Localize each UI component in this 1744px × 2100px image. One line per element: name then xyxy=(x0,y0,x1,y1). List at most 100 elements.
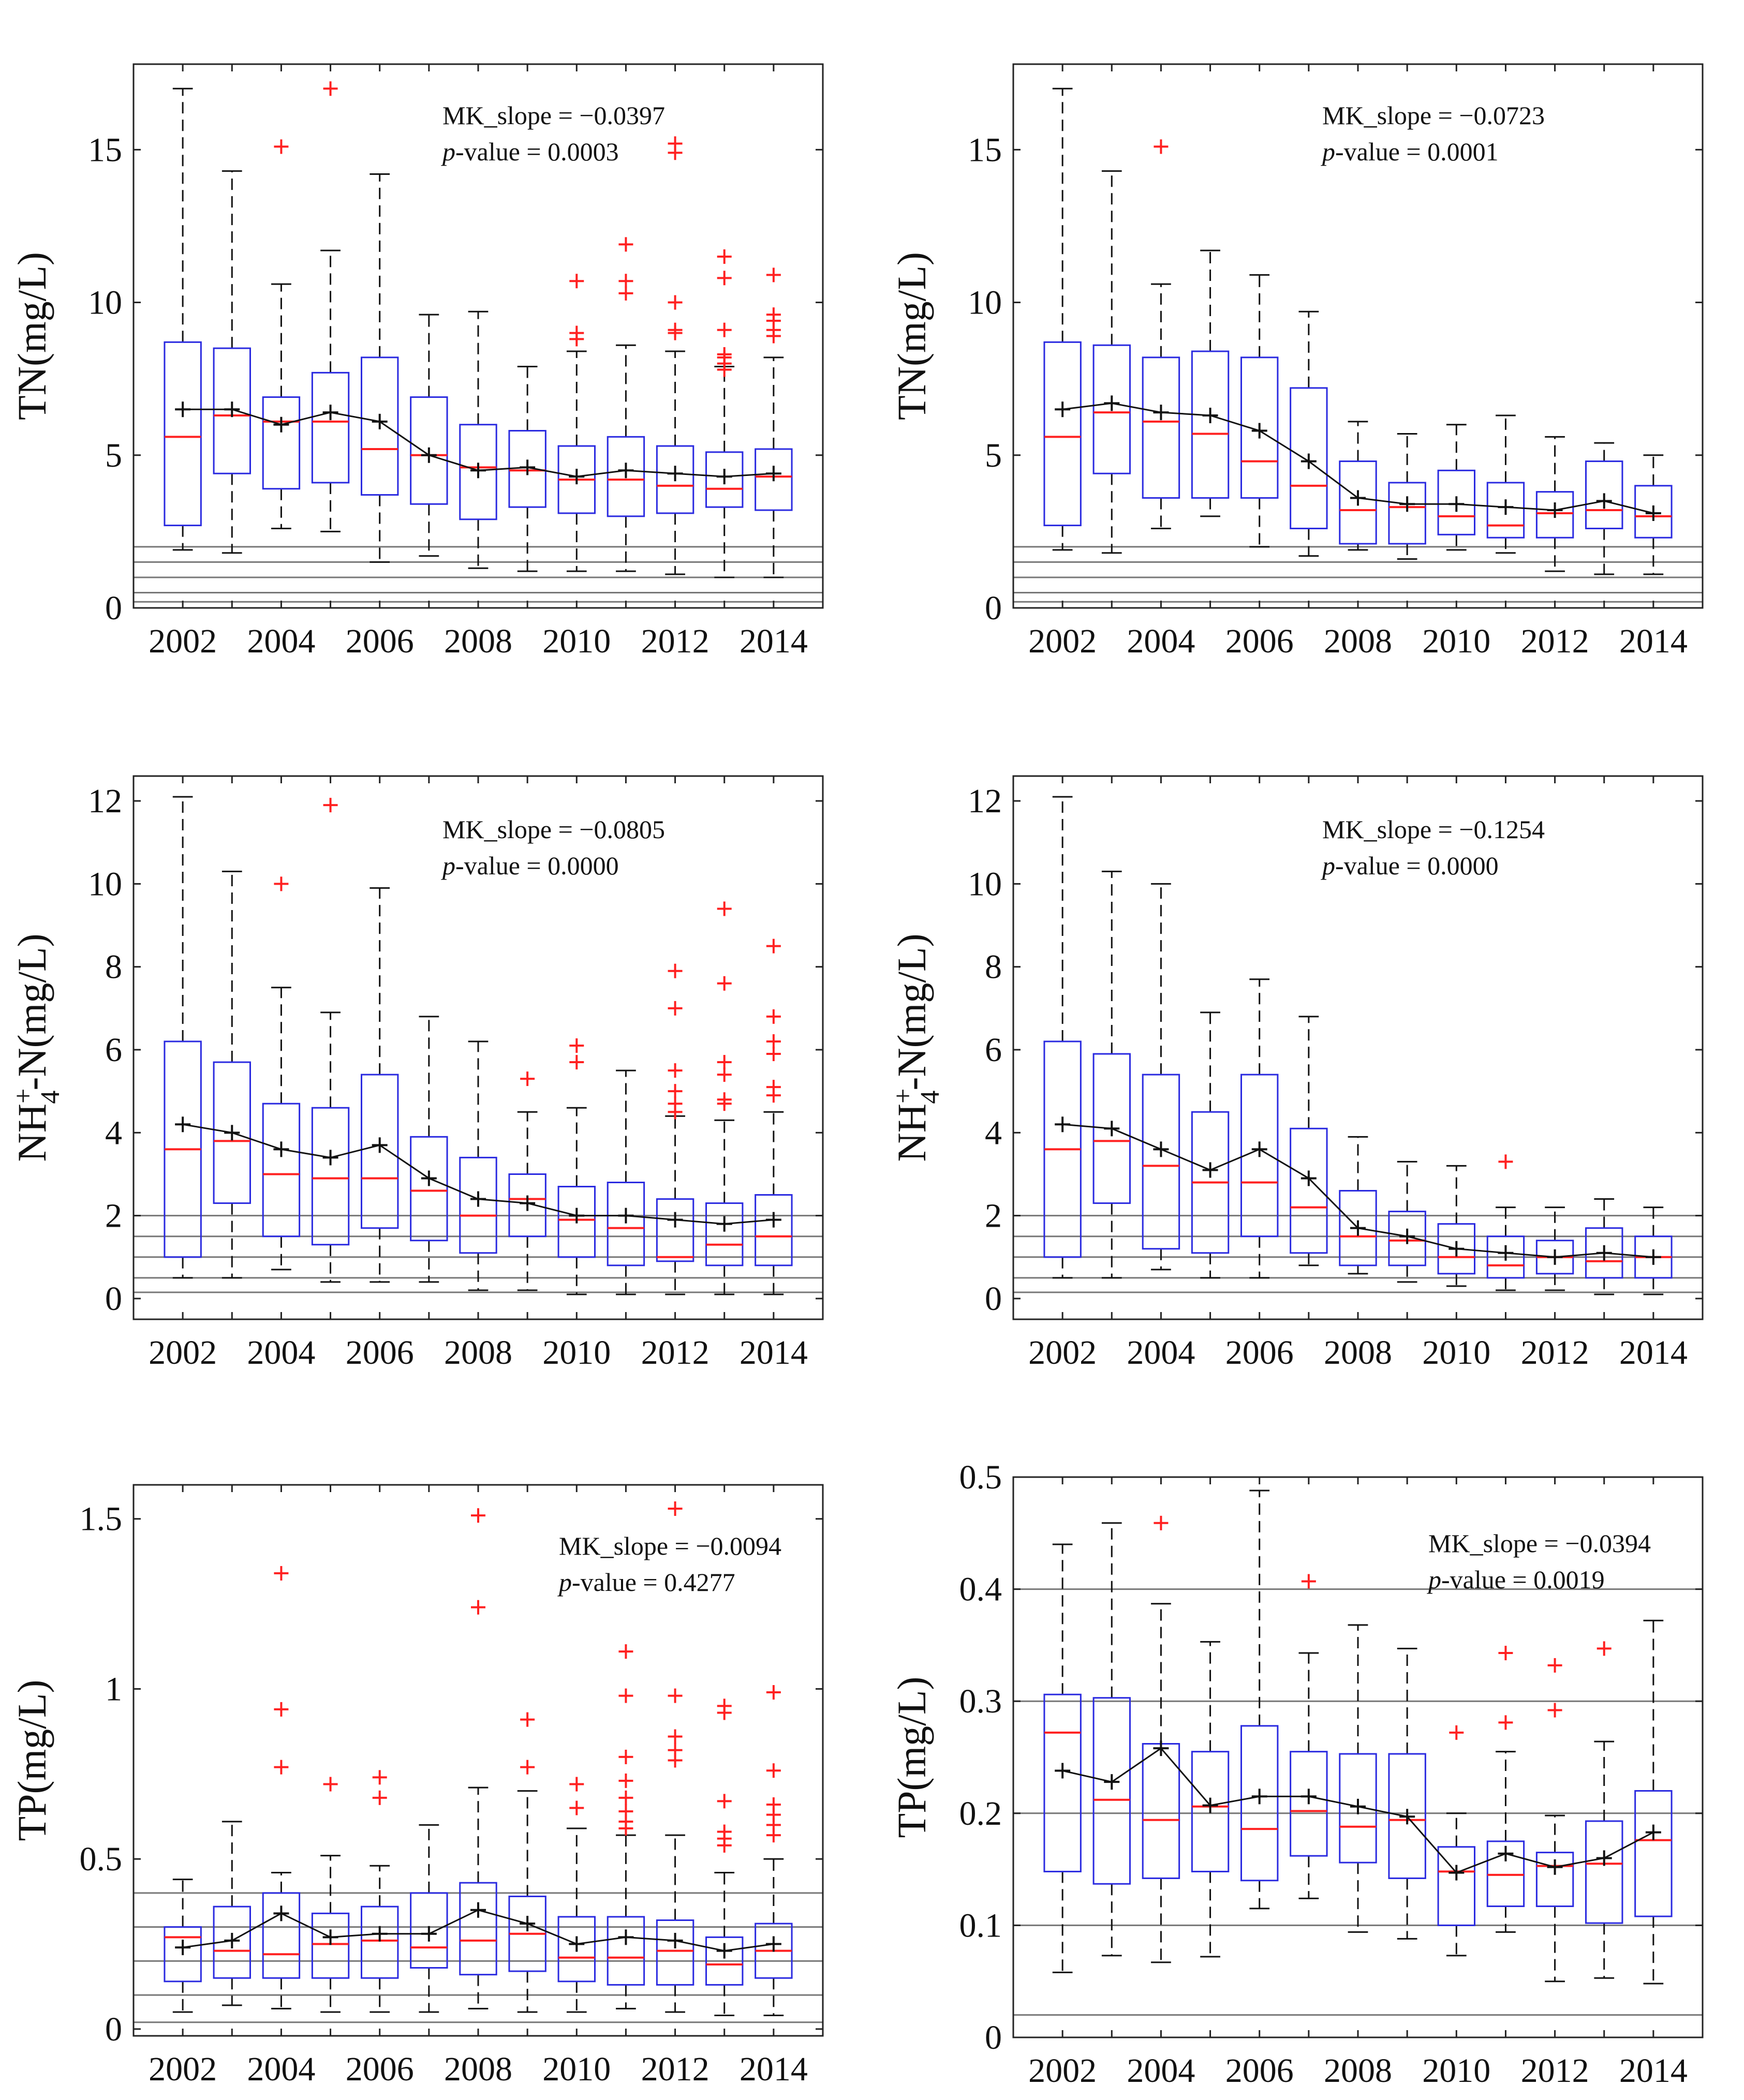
chart-panel-5: 0 0.5 1 1.5 2002 2004 2006 2008 2010 2012 2014 TP(m… xyxy=(9,1484,824,2088)
iqr-box xyxy=(410,1892,448,1969)
outlier-marker xyxy=(766,939,781,954)
y-axis-label-base: NH xyxy=(889,1104,934,1162)
outlier-marker xyxy=(323,81,338,96)
y-tick-label: 0.3 xyxy=(959,1682,1002,1720)
mean-marker xyxy=(273,1905,289,1922)
y-tick-label: 0.4 xyxy=(959,1571,1002,1608)
x-tick-label: 2008 xyxy=(444,2050,512,2088)
mk-slope-annotation: MK_slope = −0.0723 xyxy=(1322,101,1545,130)
mean-marker xyxy=(372,1926,388,1942)
iqr-box xyxy=(361,1905,399,1979)
outlier-marker xyxy=(372,1790,387,1805)
outlier-marker xyxy=(668,1001,683,1016)
x-tick-label: 2014 xyxy=(1619,2052,1688,2090)
y-tick-label: 0.2 xyxy=(959,1795,1002,1833)
x-tick-label: 2004 xyxy=(1127,2052,1195,2090)
mean-marker xyxy=(1055,1763,1071,1779)
y-tick-label: 0.1 xyxy=(959,1907,1002,1944)
mean-marker xyxy=(1153,1141,1169,1157)
iqr-box xyxy=(1092,344,1131,474)
iqr-box xyxy=(1437,1223,1475,1275)
mk-slope-value: −0.0805 xyxy=(579,815,665,844)
outlier-marker xyxy=(618,1688,633,1703)
x-tick-label: 2002 xyxy=(1028,622,1097,660)
mk-slope-annotation: MK_slope = −0.0397 xyxy=(442,101,665,130)
mk-slope-label: MK_slope = xyxy=(442,101,579,130)
box-2013 xyxy=(705,901,744,1295)
mean-marker xyxy=(716,1216,732,1232)
outlier-marker xyxy=(766,1080,781,1095)
mean-marker xyxy=(1055,401,1071,418)
outlier-marker xyxy=(717,1092,732,1107)
mean-marker xyxy=(1449,1865,1465,1881)
outlier-marker xyxy=(668,322,683,337)
mean-marker xyxy=(372,413,388,429)
mean-marker xyxy=(1498,1245,1514,1261)
y-axis-label-subscript: 4 xyxy=(36,1091,65,1104)
outlier-marker xyxy=(569,1777,584,1792)
x-tick-label: 2004 xyxy=(1127,622,1195,660)
x-tick-label: 2014 xyxy=(1619,1334,1688,1372)
mean-marker xyxy=(1350,490,1366,506)
mean-marker xyxy=(421,1926,437,1942)
outlier-marker xyxy=(274,1702,289,1717)
box-2013 xyxy=(705,249,744,578)
mean-marker xyxy=(1596,493,1612,509)
box-2006 xyxy=(1240,978,1279,1279)
outlier-marker xyxy=(1154,1515,1169,1530)
outlier-marker xyxy=(618,274,633,289)
box-2007 xyxy=(1290,1016,1328,1267)
p-value-italic-p: p xyxy=(1427,1565,1441,1594)
iqr-box xyxy=(1437,469,1475,535)
box-2004 xyxy=(1142,139,1180,529)
mean-marker xyxy=(1547,1859,1563,1875)
mean-marker xyxy=(224,1125,240,1141)
mean-marker xyxy=(470,1902,486,1918)
mk-slope-annotation: MK_slope = −0.0805 xyxy=(442,815,665,844)
mk-slope-label: MK_slope = xyxy=(1428,1529,1565,1558)
mean-marker xyxy=(520,459,536,475)
box-2002 xyxy=(164,1879,202,2013)
x-tick-label: 2010 xyxy=(1422,622,1490,660)
iqr-box xyxy=(607,1181,645,1267)
outlier-marker xyxy=(717,1699,732,1714)
y-axis-label-subscript: 4 xyxy=(915,1091,945,1104)
chart-panel-2: 0 5 10 15 2002 2004 2006 2008 2010 2012 2014 TN(mg/… xyxy=(889,63,1704,660)
box-2002 xyxy=(1043,796,1082,1279)
box-2014 xyxy=(755,1685,793,2017)
box-2003 xyxy=(213,1821,251,2006)
x-tick-label: 2002 xyxy=(149,1334,217,1372)
mean-marker xyxy=(322,1929,338,1945)
box-2008 xyxy=(1339,1624,1377,1933)
y-tick-label: 0 xyxy=(105,589,122,627)
mean-marker xyxy=(175,1940,191,1956)
p-value-annotation: p-value = 0.0001 xyxy=(1321,137,1499,166)
outlier-marker xyxy=(569,1038,584,1053)
x-tick-label: 2012 xyxy=(1521,622,1589,660)
mk-slope-annotation: MK_slope = −0.0394 xyxy=(1428,1529,1651,1558)
box-2002 xyxy=(1043,87,1082,551)
chart-panel-6: 0 0.1 0.2 0.3 0.4 0.5 2002 2004 2006 2008 2010 2012… xyxy=(889,1458,1704,2090)
outlier-marker xyxy=(1547,1658,1562,1673)
mean-marker xyxy=(1399,496,1415,512)
y-tick-label: 12 xyxy=(968,782,1002,820)
box-2003 xyxy=(213,870,251,1279)
mean-marker xyxy=(1300,1789,1317,1805)
iqr-box xyxy=(213,1061,251,1204)
y-axis-label-rest: -N(mg/L) xyxy=(9,933,54,1090)
p-value-annotation: p-value = 0.0000 xyxy=(441,851,619,880)
y-tick-label: 8 xyxy=(105,948,122,986)
mean-marker xyxy=(1350,1798,1366,1814)
x-tick-label: 2008 xyxy=(1324,1334,1392,1372)
outlier-marker xyxy=(618,1804,633,1819)
outlier-marker xyxy=(668,1688,683,1703)
iqr-box xyxy=(1486,482,1525,539)
box-2012 xyxy=(656,136,694,575)
x-tick-label: 2014 xyxy=(740,2050,808,2088)
p-value-annotation: p-value = 0.4277 xyxy=(557,1568,735,1597)
box-2011 xyxy=(1486,414,1525,554)
x-tick-label: 2012 xyxy=(1521,1334,1589,1372)
iqr-box xyxy=(755,448,793,511)
box-2006 xyxy=(361,887,399,1283)
outlier-marker xyxy=(372,1770,387,1785)
